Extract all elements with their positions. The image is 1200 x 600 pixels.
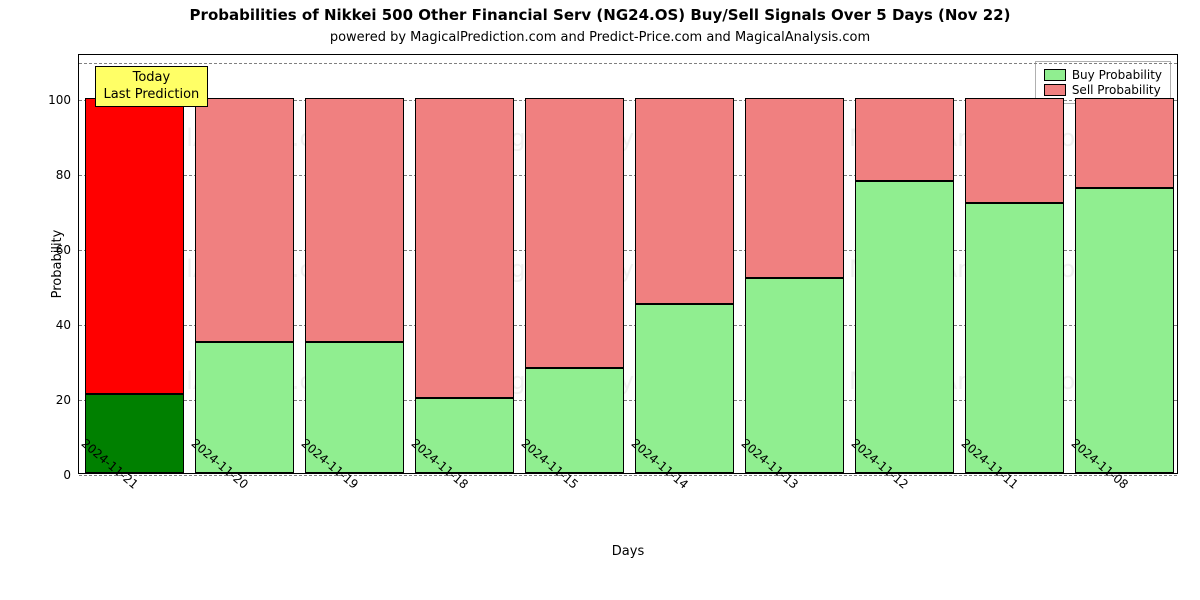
buy-bar bbox=[965, 203, 1064, 473]
y-tick-label: 100 bbox=[48, 93, 71, 107]
bar-group bbox=[1075, 53, 1174, 473]
y-tick-label: 0 bbox=[63, 468, 71, 482]
sell-bar bbox=[85, 98, 184, 394]
bar-group bbox=[195, 53, 294, 473]
y-tick-label: 80 bbox=[56, 168, 71, 182]
sell-bar bbox=[855, 98, 954, 181]
plot-area: Probability Days Buy ProbabilitySell Pro… bbox=[78, 54, 1178, 474]
bar-group bbox=[855, 53, 954, 473]
buy-bar bbox=[855, 181, 954, 474]
bar-group bbox=[635, 53, 734, 473]
sell-bar bbox=[415, 98, 514, 398]
chart-title: Probabilities of Nikkei 500 Other Financ… bbox=[0, 6, 1200, 24]
sell-bar bbox=[305, 98, 404, 342]
x-axis-label: Days bbox=[612, 544, 644, 559]
sell-bar bbox=[635, 98, 734, 304]
today-callout: TodayLast Prediction bbox=[95, 66, 209, 107]
y-tick-label: 40 bbox=[56, 318, 71, 332]
bar-group bbox=[305, 53, 404, 473]
sell-bar bbox=[965, 98, 1064, 203]
bar-group bbox=[415, 53, 514, 473]
buy-bar bbox=[1075, 188, 1174, 473]
callout-line2: Last Prediction bbox=[104, 87, 200, 103]
chart-figure: Probabilities of Nikkei 500 Other Financ… bbox=[0, 0, 1200, 600]
sell-bar bbox=[195, 98, 294, 342]
bar-group bbox=[85, 53, 184, 473]
buy-bar bbox=[745, 278, 844, 473]
callout-line1: Today bbox=[104, 70, 200, 86]
y-tick-label: 20 bbox=[56, 393, 71, 407]
bar-group bbox=[745, 53, 844, 473]
bar-group bbox=[965, 53, 1064, 473]
y-axis-label: Probability bbox=[50, 230, 65, 299]
sell-bar bbox=[525, 98, 624, 368]
bar-group bbox=[525, 53, 624, 473]
sell-bar bbox=[745, 98, 844, 278]
chart-subtitle: powered by MagicalPrediction.com and Pre… bbox=[0, 30, 1200, 45]
sell-bar bbox=[1075, 98, 1174, 188]
y-tick-label: 60 bbox=[56, 243, 71, 257]
